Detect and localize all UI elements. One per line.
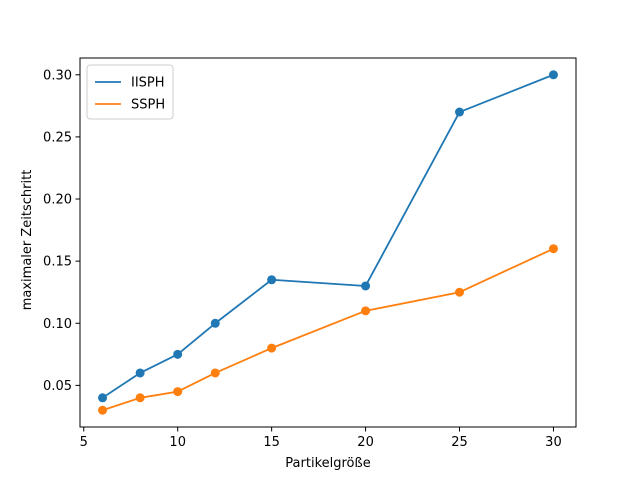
data-point-iisph: [173, 349, 183, 359]
x-axis-label: Partikelgröße: [285, 456, 370, 471]
data-point-iisph: [455, 107, 465, 117]
x-tick-label: 30: [545, 435, 562, 450]
x-tick-label: 10: [169, 435, 186, 450]
legend-box: [86, 64, 174, 120]
data-point-iisph: [267, 275, 277, 285]
y-tick-label: 0.15: [43, 255, 72, 270]
legend: IISPH SSPH: [86, 64, 174, 120]
data-point-ssph: [548, 244, 558, 254]
x-tick-label: 20: [357, 435, 374, 450]
series-line-ssph: [101, 247, 555, 412]
x-tick-label: 5: [80, 435, 88, 450]
plot-area: [98, 70, 558, 415]
data-point-iisph: [98, 393, 108, 403]
axes-frame: [79, 57, 577, 428]
data-point-ssph: [361, 306, 371, 316]
legend-label-iisph: IISPH: [131, 76, 165, 91]
data-point-ssph: [267, 343, 277, 353]
data-point-ssph: [173, 387, 183, 397]
y-tick-label: 0.20: [43, 193, 72, 208]
y-tick-label: 0.05: [43, 379, 72, 394]
series-line-iisph: [101, 73, 555, 399]
data-point-iisph: [135, 368, 145, 378]
legend-label-ssph: SSPH: [131, 98, 165, 113]
data-point-ssph: [135, 393, 145, 403]
data-point-ssph: [455, 287, 465, 297]
x-tick-label: 15: [263, 435, 280, 450]
y-tick-label: 0.25: [43, 130, 72, 145]
data-point-iisph: [361, 281, 371, 291]
data-point-iisph: [548, 70, 558, 80]
y-tick-label: 0.10: [43, 317, 72, 332]
axes: 5 10 15 20 25 30 0.05 0.10 0.15 0.20 0.25 0.30: [43, 57, 577, 450]
data-point-iisph: [210, 318, 220, 328]
y-tick-label: 0.30: [43, 68, 72, 83]
data-point-ssph: [98, 405, 108, 415]
data-point-ssph: [210, 368, 220, 378]
y-axis-label: maximaler Zeitschritt: [20, 170, 35, 311]
x-tick-label: 25: [451, 435, 468, 450]
